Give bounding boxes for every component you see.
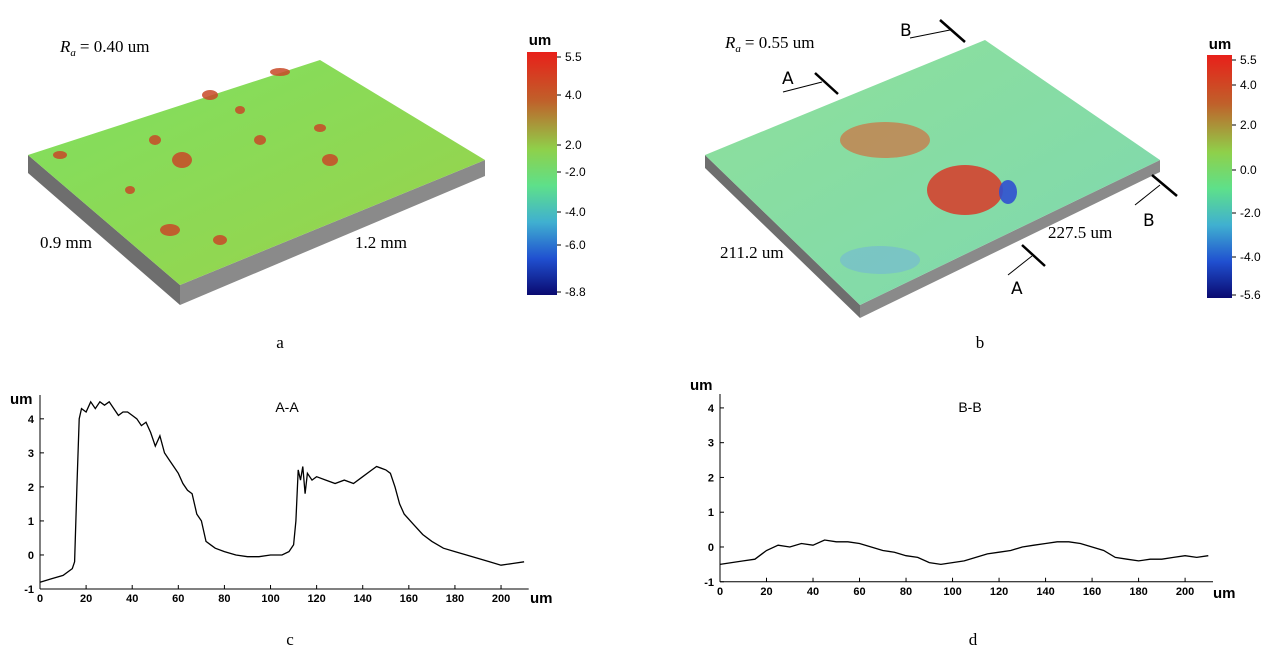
colorbar-a [527, 52, 557, 295]
colorbar-tick-label: 2.0 [1240, 118, 1257, 132]
y-tick-label: 2 [708, 472, 714, 484]
x-tick-label: 120 [307, 593, 325, 605]
dimension-label: 1.2 mm [355, 233, 407, 252]
roughness-label: Ra = 0.55 um [724, 33, 814, 55]
y-tick-label: 1 [708, 507, 714, 519]
x-tick-label: 80 [900, 586, 912, 598]
colorbar-tick-label: 2.0 [565, 138, 582, 152]
x-tick-label: 160 [1083, 586, 1101, 598]
x-tick-label: 40 [807, 586, 819, 598]
colorbar-tick-label: 5.5 [565, 50, 582, 64]
section-arrows [782, 29, 1161, 276]
x-tick-label: 0 [37, 593, 43, 605]
colorbar-tick-label: -8.8 [565, 285, 586, 299]
dimension-label: 0.9 mm [40, 233, 92, 252]
colorbar-tick-label: -5.6 [1240, 288, 1261, 302]
x-tick-label: 180 [446, 593, 464, 605]
y-axis-label: um [10, 391, 33, 408]
x-tick-label: 180 [1129, 586, 1147, 598]
y-tick-label: 1 [28, 516, 34, 528]
colorbar-unit: um [529, 32, 552, 49]
surface-b [705, 40, 1160, 318]
colorbar-tick-label: -2.0 [1240, 206, 1261, 220]
panel-label: c [286, 630, 294, 648]
section-marker: B [900, 21, 912, 41]
colorbar-tick-label: 4.0 [565, 88, 582, 102]
x-tick-label: 140 [1036, 586, 1054, 598]
dimension-label: 227.5 um [1048, 223, 1112, 242]
x-tick-label: 140 [354, 593, 372, 605]
panel-label: b [976, 333, 985, 352]
y-tick-label: 0 [28, 550, 34, 562]
x-tick-label: 80 [218, 593, 230, 605]
x-tick-label: 40 [126, 593, 138, 605]
colorbar-tick-label: -2.0 [565, 165, 586, 179]
profile-line [39, 400, 525, 583]
colorbar-tick-label: 0.0 [1240, 163, 1257, 177]
x-tick-label: 0 [717, 586, 723, 598]
x-tick-label: 120 [990, 586, 1008, 598]
x-tick-label: 60 [853, 586, 865, 598]
section-marker: A [1011, 279, 1023, 299]
y-tick-label: -1 [24, 584, 34, 596]
surface-a [28, 60, 485, 305]
y-tick-label: 3 [28, 448, 34, 460]
y-axis-label: um [690, 377, 713, 394]
colorbar-tick-label: -4.0 [1240, 250, 1261, 264]
colorbar-tick-label: -4.0 [565, 205, 586, 219]
x-tick-label: 160 [400, 593, 418, 605]
x-tick-label: 100 [261, 593, 279, 605]
colorbar-unit: um [1209, 36, 1232, 53]
chart-title: B-B [958, 399, 981, 415]
colorbar-tick-label: -6.0 [565, 238, 586, 252]
y-tick-label: 0 [708, 542, 714, 554]
chart-title: A-A [275, 399, 299, 415]
x-tick-label: 20 [760, 586, 772, 598]
y-tick-label: 4 [708, 403, 715, 415]
roughness-label: Ra = 0.40 um [59, 37, 149, 59]
section-marker: A [782, 69, 794, 89]
x-axis-label: um [1213, 585, 1236, 602]
x-tick-label: 20 [80, 593, 92, 605]
section-lines [814, 19, 1178, 267]
panel-label: a [276, 333, 284, 352]
x-tick-label: 60 [172, 593, 184, 605]
colorbar-tick-label: 5.5 [1240, 53, 1257, 67]
colorbar-b [1207, 55, 1232, 298]
panel-label: d [969, 630, 978, 648]
y-tick-label: 3 [708, 438, 714, 450]
section-marker: B [1143, 211, 1155, 231]
x-axis-label: um [530, 590, 553, 607]
x-tick-label: 200 [1176, 586, 1194, 598]
colorbar-tick-label: 4.0 [1240, 78, 1257, 92]
profile-line [719, 539, 1209, 566]
dimension-label: 211.2 um [720, 243, 784, 262]
y-tick-label: -1 [704, 577, 714, 589]
y-tick-label: 4 [28, 414, 35, 426]
y-tick-label: 2 [28, 482, 34, 494]
x-tick-label: 100 [943, 586, 961, 598]
x-tick-label: 200 [492, 593, 510, 605]
